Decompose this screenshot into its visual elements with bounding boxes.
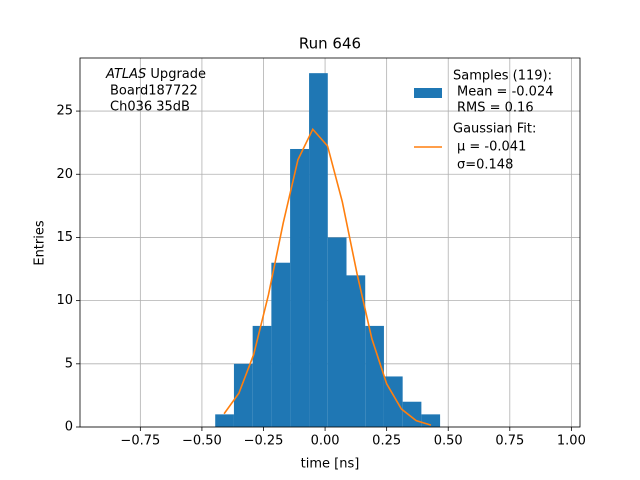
annotation: ATLAS Upgrade xyxy=(105,67,206,82)
axes-frame xyxy=(79,57,581,428)
histogram-bar xyxy=(290,148,310,427)
histogram-bar xyxy=(309,73,328,428)
x-axis-label: time [ns] xyxy=(301,457,360,472)
fit-line xyxy=(223,127,432,426)
x-tick-label: 0.25 xyxy=(372,434,401,449)
histogram-bar xyxy=(383,376,403,427)
legend-detail: σ=0.148 xyxy=(457,158,513,173)
histogram-bar xyxy=(252,325,272,427)
legend-detail: Mean = -0.024 xyxy=(457,85,553,100)
x-tick-label: 0.50 xyxy=(434,434,463,449)
x-tick-label: 0.75 xyxy=(495,434,524,449)
y-tick-label: 5 xyxy=(65,356,73,371)
histogram-bar xyxy=(327,237,347,427)
x-tick-label: 0.00 xyxy=(311,434,340,449)
legend-label: Samples (119): xyxy=(453,69,552,84)
y-tick-label: 0 xyxy=(65,420,73,435)
chart-title: Run 646 xyxy=(299,35,361,53)
x-tick-label: −0.25 xyxy=(244,434,284,449)
annotation-line: Upgrade xyxy=(150,67,206,82)
annotation-line: Ch036 35dB xyxy=(110,100,190,115)
x-tick-label: −0.50 xyxy=(182,434,222,449)
y-tick-label: 25 xyxy=(56,104,73,119)
x-tick-label: 1.00 xyxy=(557,434,586,449)
legend-label: Gaussian Fit: xyxy=(453,122,536,137)
y-axis-label: Entries xyxy=(33,220,48,266)
y-tick-label: 15 xyxy=(56,230,73,245)
histogram-bar xyxy=(346,275,366,427)
histogram-bar xyxy=(271,262,291,427)
y-tick-label: 10 xyxy=(56,293,73,308)
histogram-bar xyxy=(402,401,422,427)
histogram-bar xyxy=(215,414,234,427)
x-tick-label: −0.75 xyxy=(120,434,160,449)
marks xyxy=(215,73,441,428)
y-tick-label: 20 xyxy=(56,167,73,182)
annotation-line: Board187722 xyxy=(110,84,198,99)
histogram-bar xyxy=(365,325,384,427)
histogram-bar xyxy=(233,363,253,427)
legend-detail: RMS = 0.16 xyxy=(457,101,534,116)
legend-detail: μ = -0.041 xyxy=(457,140,526,155)
legend-swatch xyxy=(414,88,442,98)
annotation-emph: ATLAS xyxy=(105,67,146,82)
